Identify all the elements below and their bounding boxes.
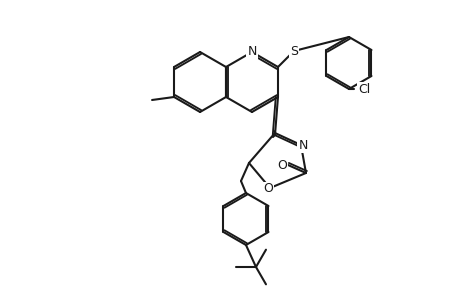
Text: O: O [263,182,272,196]
Text: N: N [247,44,256,58]
Text: O: O [276,158,286,172]
Text: N: N [297,139,307,152]
Text: S: S [289,44,297,58]
Text: Cl: Cl [357,82,369,95]
